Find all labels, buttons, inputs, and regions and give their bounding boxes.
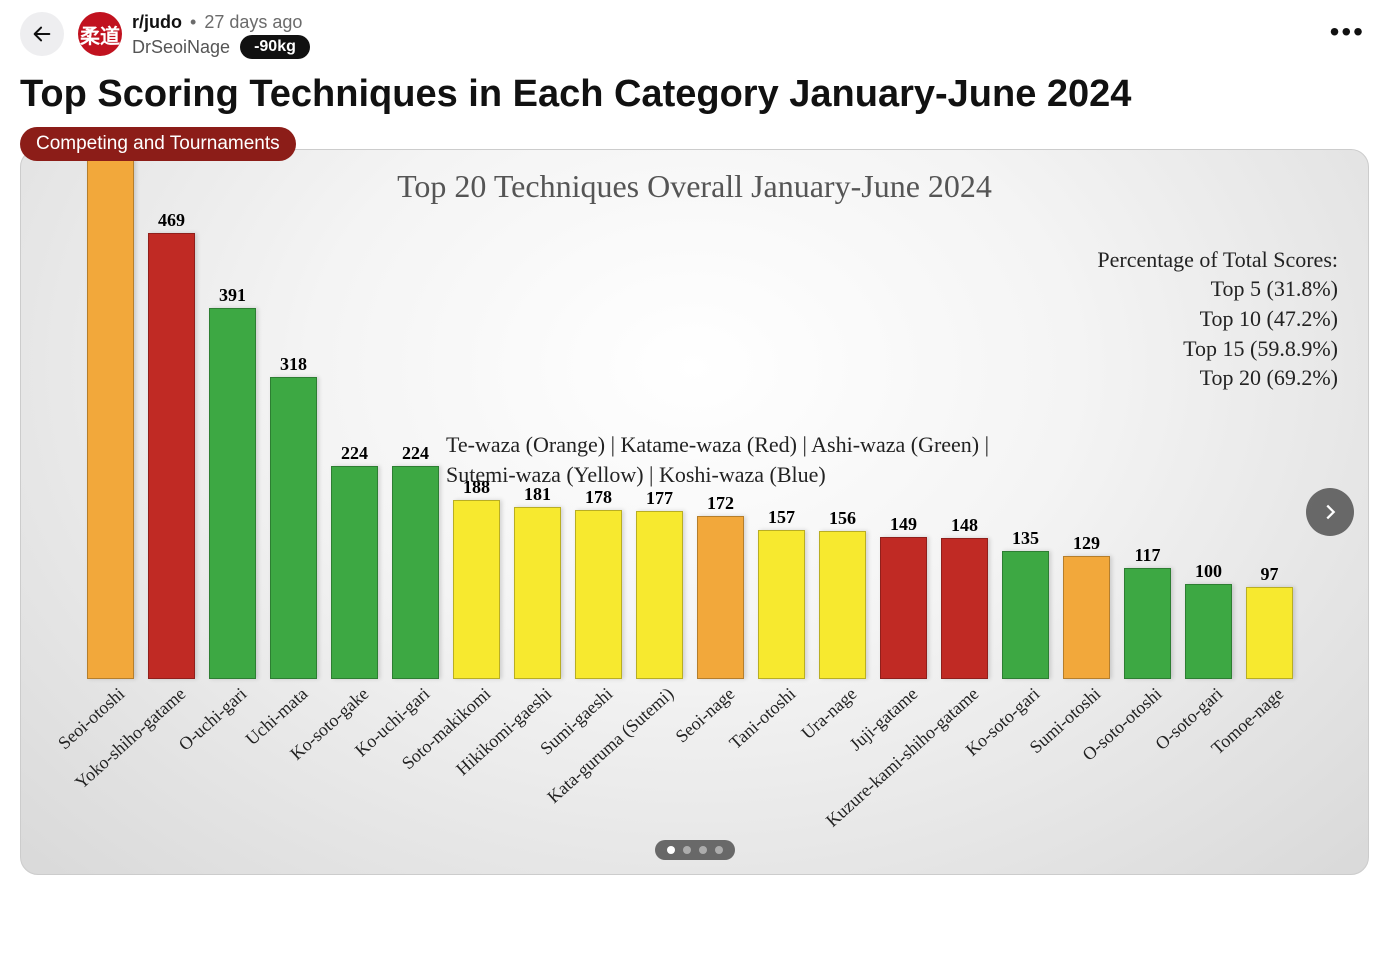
bar: 117 — [1124, 568, 1171, 679]
post-meta: r/judo • 27 days ago DrSeoiNage -90kg — [132, 12, 310, 59]
post-title: Top Scoring Techniques in Each Category … — [20, 73, 1369, 117]
pager-dot[interactable] — [683, 846, 691, 854]
bar: 129 — [1063, 556, 1110, 679]
bar-value: 172 — [698, 493, 743, 514]
bar-value: 391 — [210, 285, 255, 306]
bar-value: 148 — [942, 515, 987, 536]
pager-dot[interactable] — [667, 846, 675, 854]
gallery-pager — [655, 840, 735, 860]
chart: Top 20 Techniques Overall January-June 2… — [21, 150, 1368, 874]
bar-slot: 117O-soto-otoshi — [1124, 568, 1171, 679]
bar: 148 — [941, 538, 988, 679]
bar: 172 — [697, 516, 744, 679]
bar-slot: 177Kata-guruma (Sutemi) — [636, 511, 683, 679]
bar-slot: 135Ko-soto-gari — [1002, 551, 1049, 679]
bar-value: 100 — [1186, 561, 1231, 582]
bar-slot: 178Sumi-gaeshi — [575, 510, 622, 679]
post-age: 27 days ago — [204, 12, 302, 33]
subreddit-link[interactable]: r/judo — [132, 12, 182, 33]
bar-value: 318 — [271, 354, 316, 375]
bar: 177 — [636, 511, 683, 679]
back-button[interactable] — [20, 12, 64, 56]
bar-slot: 188Soto-makikomi — [453, 500, 500, 679]
arrow-left-icon — [31, 23, 53, 45]
bar: 156 — [819, 531, 866, 679]
bar-slot: 224Ko-uchi-gari — [392, 466, 439, 679]
more-options-button[interactable]: ••• — [1330, 18, 1365, 46]
post-flair[interactable]: Competing and Tournaments — [20, 127, 296, 161]
bar-value: 224 — [332, 443, 377, 464]
author-link[interactable]: DrSeoiNage — [132, 37, 230, 58]
bar-value: 181 — [515, 484, 560, 505]
bar: 188 — [453, 500, 500, 679]
bar-slot: 558Seoi-otoshi — [87, 149, 134, 679]
bar-slot: 129Sumi-otoshi — [1063, 556, 1110, 679]
bar-slot: 148Kuzure-kami-shiho-gatame — [941, 538, 988, 679]
bar-slot: 224Ko-soto-gake — [331, 466, 378, 679]
pager-dot[interactable] — [699, 846, 707, 854]
bar-value: 97 — [1247, 564, 1292, 585]
gallery-image[interactable]: Top 20 Techniques Overall January-June 2… — [20, 149, 1369, 875]
bar-value: 188 — [454, 477, 499, 498]
bar-value: 129 — [1064, 533, 1109, 554]
bar-slot: 97Tomoe-nage — [1246, 587, 1293, 679]
post-header: 柔道 r/judo • 27 days ago DrSeoiNage -90kg… — [0, 0, 1389, 59]
gallery-next-button[interactable] — [1306, 488, 1354, 536]
bar: 135 — [1002, 551, 1049, 679]
bar: 469 — [148, 233, 195, 679]
bar: 318 — [270, 377, 317, 679]
subreddit-avatar[interactable]: 柔道 — [78, 12, 122, 56]
bar-slot: 391O-uchi-gari — [209, 308, 256, 679]
bar-slot: 469Yoko-shiho-gatame — [148, 233, 195, 679]
chevron-right-icon — [1319, 501, 1341, 523]
bar-slot: 172Seoi-nage — [697, 516, 744, 679]
bar-slot: 157Tani-otoshi — [758, 530, 805, 679]
user-flair: -90kg — [240, 35, 310, 59]
bar-slot: 100O-soto-gari — [1185, 584, 1232, 679]
bar-value: 135 — [1003, 528, 1048, 549]
bars-region: 558Seoi-otoshi 469Yoko-shiho-gatame 391O-u… — [81, 150, 1308, 874]
bar-value: 177 — [637, 488, 682, 509]
bar-value: 157 — [759, 507, 804, 528]
bar-slot: 156Ura-nage — [819, 531, 866, 679]
bar: 100 — [1185, 584, 1232, 679]
bar: 181 — [514, 507, 561, 679]
bar-value: 178 — [576, 487, 621, 508]
bar: 224 — [392, 466, 439, 679]
bar-label: Tani-otoshi — [721, 679, 800, 754]
bar-value: 469 — [149, 210, 194, 231]
separator: • — [190, 12, 196, 33]
bar-value: 224 — [393, 443, 438, 464]
bar-slot: 181Hikikomi-gaeshi — [514, 507, 561, 679]
bar: 149 — [880, 537, 927, 679]
bar: 558 — [87, 149, 134, 679]
bar-slot: 318Uchi-mata — [270, 377, 317, 679]
bar: 391 — [209, 308, 256, 679]
bar: 224 — [331, 466, 378, 679]
bar-value: 156 — [820, 508, 865, 529]
bar-value: 117 — [1125, 545, 1170, 566]
bar: 178 — [575, 510, 622, 679]
bar: 157 — [758, 530, 805, 679]
bar-value: 149 — [881, 514, 926, 535]
pager-dot[interactable] — [715, 846, 723, 854]
avatar-glyph: 柔道 — [80, 20, 120, 49]
bar: 97 — [1246, 587, 1293, 679]
bar-slot: 149Juji-gatame — [880, 537, 927, 679]
